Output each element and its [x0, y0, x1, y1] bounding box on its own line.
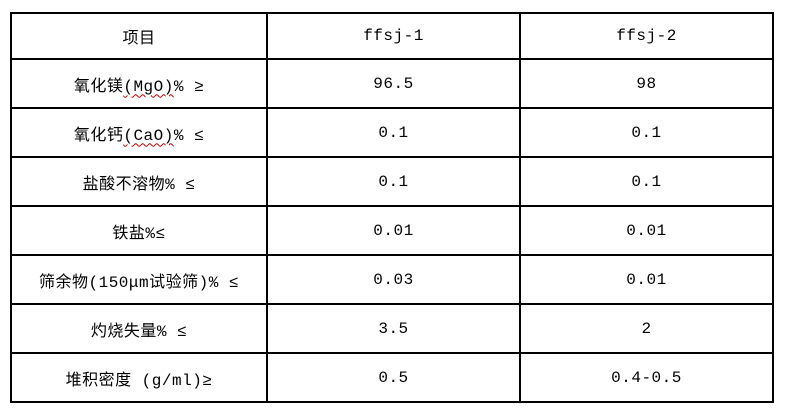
value-cell-ffsj-2: 0.01	[519, 254, 774, 305]
value-cell-ffsj-1: 0.03	[266, 254, 521, 305]
table-body: 氧化镁(MgO)% ≥96.5 98 氧化钙(CaO)% ≤0.1 0.1 盐酸不溶物%…	[10, 58, 774, 403]
header-row: 项目 ffsj-1 ffsj-2	[10, 12, 774, 60]
value-cell-ffsj-2: 0.1	[519, 107, 774, 158]
table-row: 盐酸不溶物% ≤ 0.1 0.1	[10, 156, 774, 207]
table-row: 铁盐%≤ 0.01 0.01	[10, 205, 774, 256]
item-label-suffix: % ≥	[173, 77, 205, 96]
item-cell: 盐酸不溶物% ≤	[10, 156, 268, 207]
table-row: 氧化钙(CaO)% ≤0.1 0.1	[10, 107, 774, 158]
item-label: 灼烧失量% ≤	[90, 322, 188, 341]
table-row: 灼烧失量% ≤ 3.5 2	[10, 303, 774, 354]
item-label: 筛余物(150μm试验筛)% ≤	[38, 273, 240, 292]
value-cell-ffsj-2: 0.1	[519, 156, 774, 207]
item-label-suffix: % ≤	[173, 126, 205, 145]
value-cell-ffsj-2: 98	[519, 58, 774, 109]
table-row: 堆积密度 (g/ml)≥ 0.5 0.4-0.5	[10, 352, 774, 403]
item-cell: 铁盐%≤	[10, 205, 268, 256]
column-header-ffsj-2: ffsj-2	[519, 12, 774, 60]
value-cell-ffsj-1: 0.5	[266, 352, 521, 403]
value-cell-ffsj-1: 3.5	[266, 303, 521, 354]
spellcheck-underlined-text: (MgO)	[123, 77, 174, 96]
item-cell: 堆积密度 (g/ml)≥	[10, 352, 268, 403]
value-cell-ffsj-2: 0.01	[519, 205, 774, 256]
spellcheck-underlined-text: (CaO)	[123, 126, 174, 145]
table-row: 筛余物(150μm试验筛)% ≤ 0.03 0.01	[10, 254, 774, 305]
column-header-item: 项目	[10, 12, 268, 60]
item-cell: 氧化钙(CaO)% ≤	[10, 107, 268, 158]
spec-table: 项目 ffsj-1 ffsj-2 氧化镁(MgO)% ≥96.5 98 氧化钙(Ca…	[10, 12, 774, 403]
item-cell: 氧化镁(MgO)% ≥	[10, 58, 268, 109]
value-cell-ffsj-1: 0.01	[266, 205, 521, 256]
value-cell-ffsj-1: 0.1	[266, 156, 521, 207]
item-label: 氧化镁	[73, 77, 124, 96]
value-cell-ffsj-1: 96.5	[266, 58, 521, 109]
item-cell: 灼烧失量% ≤	[10, 303, 268, 354]
item-label: 盐酸不溶物% ≤	[82, 175, 196, 194]
page: 项目 ffsj-1 ffsj-2 氧化镁(MgO)% ≥96.5 98 氧化钙(Ca…	[0, 12, 789, 419]
table-header: 项目 ffsj-1 ffsj-2	[10, 12, 774, 60]
column-header-ffsj-1: ffsj-1	[266, 12, 521, 60]
value-cell-ffsj-1: 0.1	[266, 107, 521, 158]
value-cell-ffsj-2: 2	[519, 303, 774, 354]
item-label: 堆积密度 (g/ml)≥	[65, 371, 213, 390]
value-cell-ffsj-2: 0.4-0.5	[519, 352, 774, 403]
item-cell: 筛余物(150μm试验筛)% ≤	[10, 254, 268, 305]
table-row: 氧化镁(MgO)% ≥96.5 98	[10, 58, 774, 109]
item-label: 铁盐%≤	[112, 224, 166, 243]
item-label: 氧化钙	[73, 126, 124, 145]
